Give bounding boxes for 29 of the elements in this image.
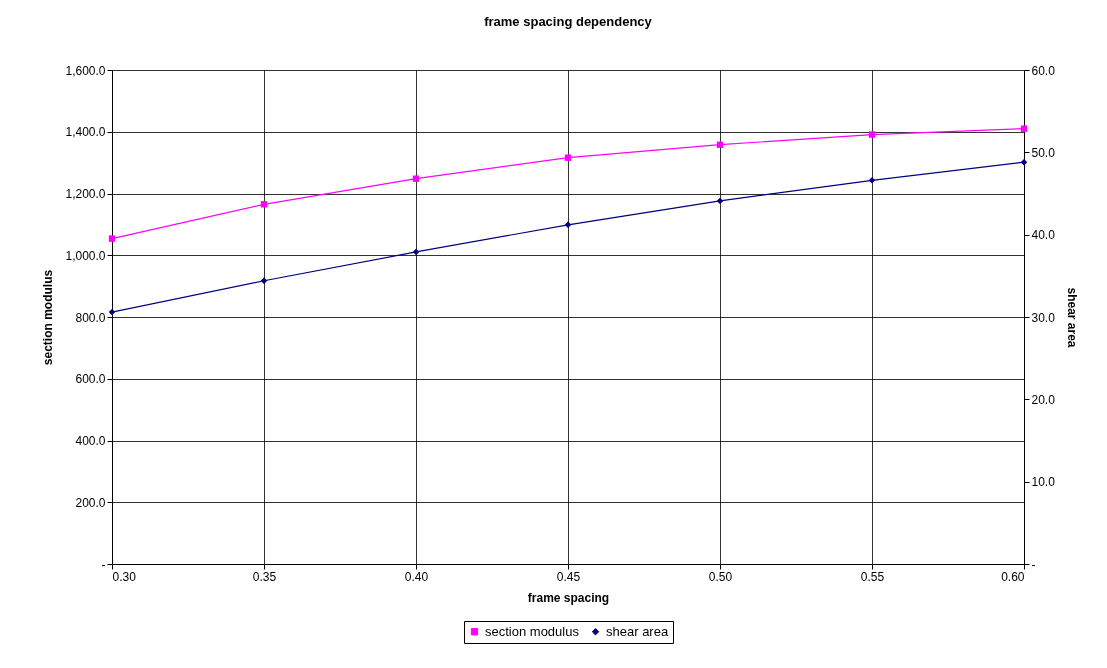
- y2-tick-label: 10.0: [1031, 475, 1056, 490]
- y-tick-label: 1,200.0: [65, 187, 106, 201]
- y-tick-label: 400.0: [75, 434, 106, 448]
- y2-axis-title: shear area: [1064, 287, 1079, 348]
- x-tick-label: 0.30: [112, 569, 137, 584]
- y-tick-label: 1,600.0: [65, 63, 106, 78]
- x-tick-label: 0.45: [556, 569, 581, 584]
- y2-tick-label: 40.0: [1031, 228, 1056, 243]
- x-tick-label: 0.60: [1001, 569, 1025, 584]
- y2-tick-label: 20.0: [1031, 392, 1056, 407]
- y-tick-label: 1,400.0: [65, 125, 106, 140]
- y-tick-label: 800.0: [75, 310, 106, 325]
- y2-tick-label: 50.0: [1031, 145, 1056, 160]
- y2-tick-label: 30.0: [1031, 310, 1056, 325]
- y-tick-label: 200.0: [75, 495, 106, 510]
- y2-tick-label: 60.0: [1031, 63, 1056, 78]
- y2-tick-label: -: [1031, 557, 1036, 572]
- x-tick-label: 0.55: [860, 569, 885, 584]
- legend-label: shear area: [606, 623, 669, 639]
- x-tick-label: 0.35: [252, 569, 277, 584]
- y-tick-label: 600.0: [75, 372, 106, 387]
- y-tick-label: 1,000.0: [65, 248, 106, 263]
- legend-label: section modulus: [485, 623, 580, 639]
- x-axis-title: frame spacing: [527, 590, 610, 605]
- chart-title: frame spacing dependency: [484, 14, 653, 29]
- y-tick-label: -: [101, 557, 106, 572]
- y-axis-title: section modulus: [41, 269, 56, 366]
- x-tick-label: 0.50: [708, 569, 733, 584]
- x-tick-label: 0.40: [404, 569, 429, 584]
